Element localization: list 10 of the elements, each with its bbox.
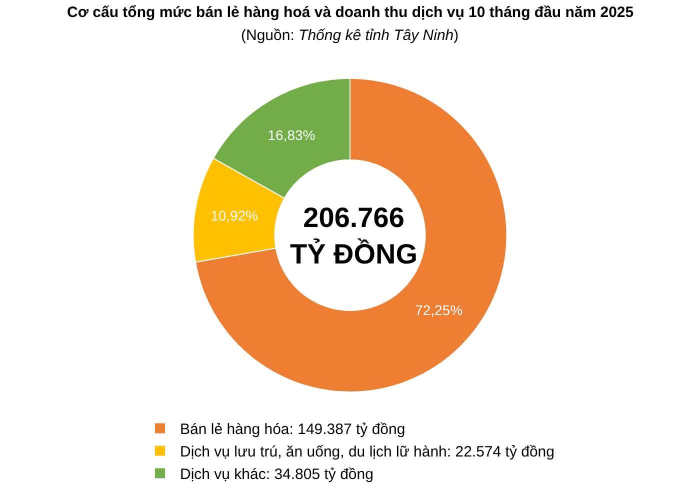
legend-label: Bán lẻ hàng hóa: 149.387 tỷ đồng bbox=[180, 421, 406, 438]
chart-subtitle: (Nguồn: Thống kê tỉnh Tây Ninh) bbox=[241, 27, 459, 44]
legend-label: Dịch vụ lưu trú, ăn uống, du lịch lữ hành: 22.574 tỷ đồng bbox=[180, 444, 554, 461]
data-label: 16,83% bbox=[268, 127, 316, 144]
donut-slice bbox=[195, 78, 508, 392]
data-label: 10,92% bbox=[210, 207, 258, 224]
legend-label: Dịch vụ khác: 34.805 tỷ đồng bbox=[180, 466, 374, 484]
chart-title: Cơ cấu tổng mức bán lẻ hàng hoá và doanh thu dịch vụ 10 tháng đầu năm 2025 bbox=[67, 4, 634, 21]
data-label: 72,25% bbox=[415, 302, 463, 318]
text: 206.766 TỶ ĐỒNG bbox=[290, 202, 418, 270]
